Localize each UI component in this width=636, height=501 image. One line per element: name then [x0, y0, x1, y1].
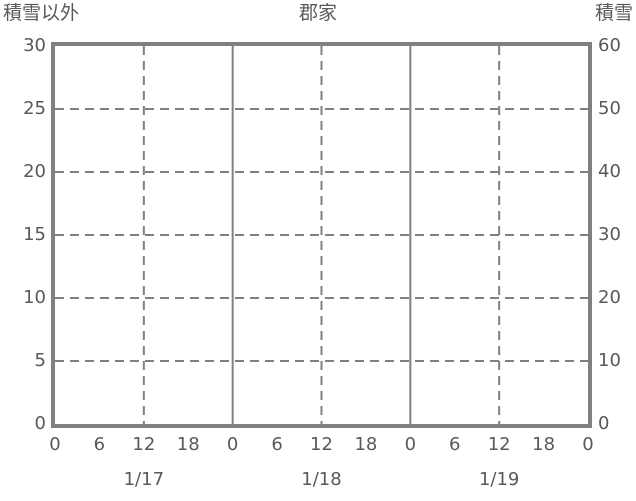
x-axis-date-label: 1/17	[123, 469, 165, 490]
x-axis-tick-label: 12	[132, 434, 156, 455]
x-axis-tick-label: 18	[354, 434, 378, 455]
right-axis-tick-label: 20	[598, 287, 621, 308]
left-axis-tick-label: 0	[34, 413, 46, 434]
right-axis-tick-label: 40	[598, 161, 621, 182]
chart-title: 郡家	[298, 2, 337, 24]
x-axis-date-label: 1/19	[478, 469, 520, 490]
right-axis-tick-label: 60	[598, 35, 621, 56]
left-axis-title: 積雪以外	[3, 2, 80, 24]
x-axis-tick-label: 0	[404, 434, 417, 455]
x-axis-tick-label: 12	[310, 434, 333, 455]
left-axis-tick-label: 20	[23, 161, 46, 182]
x-axis-tick-label: 0	[226, 434, 239, 455]
left-axis-tick-label: 25	[23, 98, 46, 119]
x-axis-tick-label: 6	[93, 434, 106, 455]
x-axis-date-label: 1/18	[301, 469, 342, 490]
right-axis-tick-label: 0	[598, 413, 610, 434]
right-axis-tick-label: 50	[598, 98, 621, 119]
left-axis-tick-label: 30	[23, 35, 46, 56]
x-axis-tick-label: 12	[487, 434, 511, 455]
plot-gridlines	[55, 46, 588, 424]
left-axis-tick-label: 15	[23, 224, 46, 245]
x-axis-tick-label: 18	[176, 434, 200, 455]
vertical-gridlines	[144, 46, 499, 424]
left-axis-tick-label: 10	[23, 287, 46, 308]
x-axis-tick-label: 0	[49, 434, 61, 455]
x-axis-tick-label: 0	[582, 434, 594, 455]
plot-area	[51, 42, 592, 428]
x-axis-tick-label: 6	[449, 434, 461, 455]
x-axis-tick-label: 18	[532, 434, 556, 455]
right-axis-tick-label: 30	[598, 224, 621, 245]
left-axis-tick-label: 5	[34, 350, 46, 371]
x-axis-tick-label: 6	[271, 434, 283, 455]
right-axis-tick-label: 10	[598, 350, 621, 371]
right-axis-title: 積雪	[594, 2, 633, 24]
